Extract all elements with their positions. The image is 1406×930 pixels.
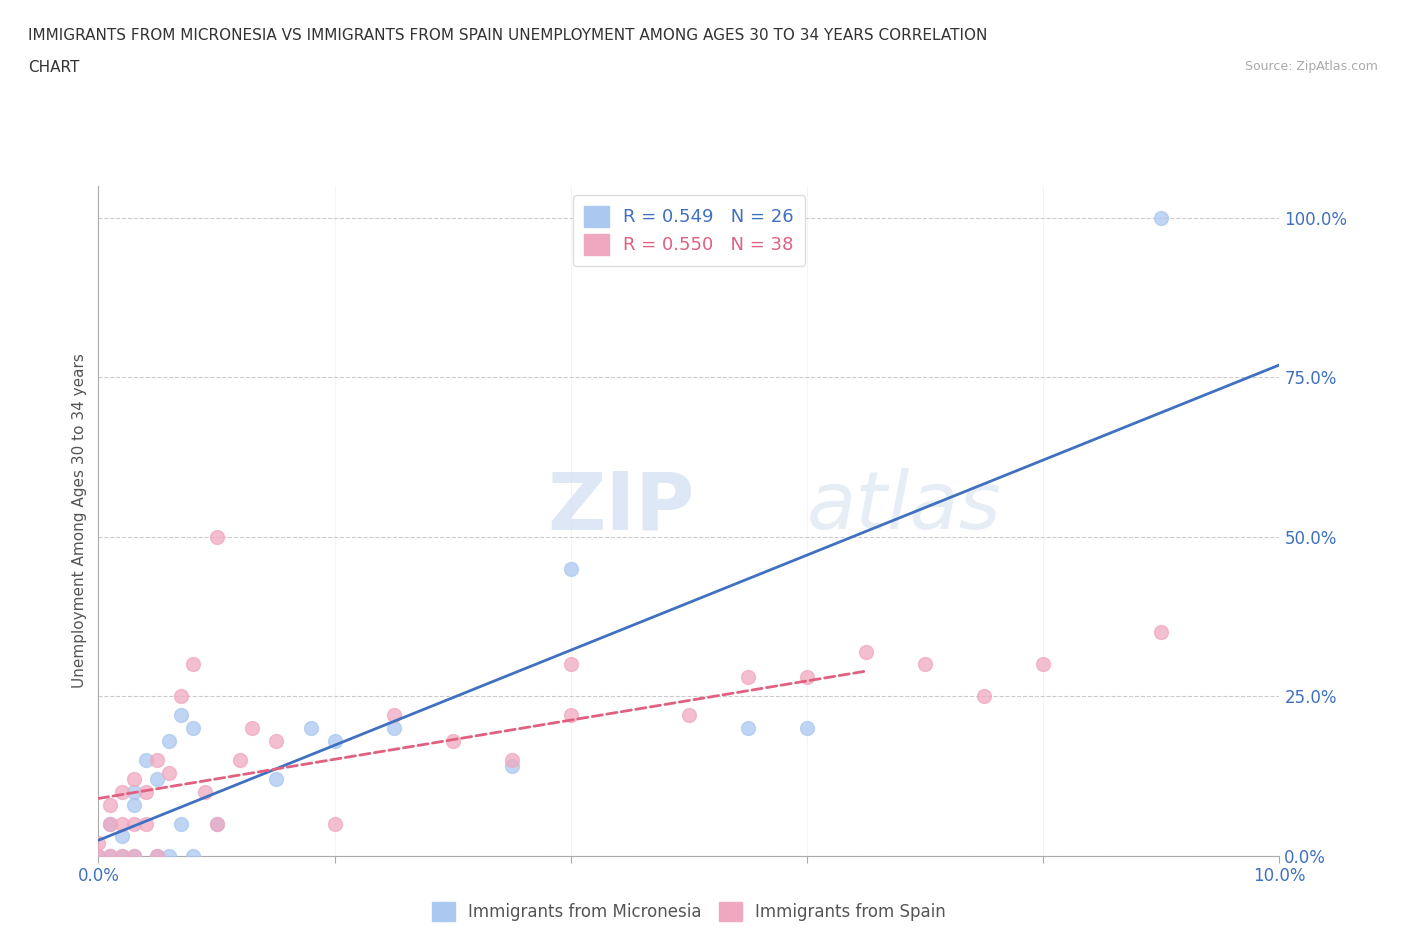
Point (205, 817, 228, 831)
Point (1150, 210, 1173, 225)
Point (973, 689, 995, 704)
Point (560, 561, 582, 576)
Point (501, 759, 523, 774)
Point (560, 708, 582, 723)
Point (205, 817, 228, 831)
Point (111, 848, 134, 863)
Point (135, 817, 157, 831)
Point (111, 829, 134, 844)
Point (170, 689, 193, 704)
Point (264, 772, 287, 787)
Point (122, 817, 145, 831)
Point (796, 721, 818, 736)
Point (914, 657, 936, 671)
Point (323, 817, 346, 831)
Legend: Immigrants from Micronesia, Immigrants from Spain: Immigrants from Micronesia, Immigrants f… (425, 895, 953, 927)
Point (122, 848, 145, 863)
Point (323, 734, 346, 749)
Point (1150, 625, 1173, 640)
Point (122, 772, 145, 787)
Point (157, 765, 180, 780)
Y-axis label: Unemployment Among Ages 30 to 34 years: Unemployment Among Ages 30 to 34 years (72, 353, 87, 688)
Point (560, 657, 582, 671)
Point (135, 784, 157, 799)
Point (796, 670, 818, 684)
Point (111, 784, 134, 799)
Point (98, 848, 121, 863)
Point (737, 670, 759, 684)
Point (299, 721, 322, 736)
Point (157, 848, 180, 863)
Point (111, 817, 134, 831)
Text: CHART: CHART (28, 60, 80, 75)
Text: ZIP: ZIP (547, 469, 695, 547)
Point (98, 848, 121, 863)
Point (501, 752, 523, 767)
Point (111, 848, 134, 863)
Point (146, 752, 169, 767)
Point (122, 784, 145, 799)
Point (98, 797, 121, 812)
Point (441, 734, 464, 749)
Point (146, 772, 169, 787)
Point (135, 752, 157, 767)
Text: IMMIGRANTS FROM MICRONESIA VS IMMIGRANTS FROM SPAIN UNEMPLOYMENT AMONG AGES 30 T: IMMIGRANTS FROM MICRONESIA VS IMMIGRANTS… (28, 28, 987, 43)
Point (146, 848, 169, 863)
Point (87, 848, 110, 863)
Point (855, 644, 877, 659)
Point (87, 848, 110, 863)
Point (122, 848, 145, 863)
Point (205, 529, 228, 544)
Point (170, 708, 193, 723)
Point (264, 734, 287, 749)
Point (1032, 657, 1054, 671)
Point (382, 721, 405, 736)
Point (194, 784, 217, 799)
Point (229, 752, 252, 767)
Point (87, 835, 110, 850)
Point (146, 848, 169, 863)
Point (737, 721, 759, 736)
Text: Source: ZipAtlas.com: Source: ZipAtlas.com (1244, 60, 1378, 73)
Point (98, 817, 121, 831)
Point (678, 708, 700, 723)
Point (181, 657, 204, 671)
Point (382, 708, 405, 723)
Point (122, 797, 145, 812)
Text: atlas: atlas (807, 469, 1002, 547)
Point (181, 848, 204, 863)
Point (181, 721, 204, 736)
Point (157, 734, 180, 749)
Point (240, 721, 263, 736)
Point (170, 817, 193, 831)
Point (98, 817, 121, 831)
